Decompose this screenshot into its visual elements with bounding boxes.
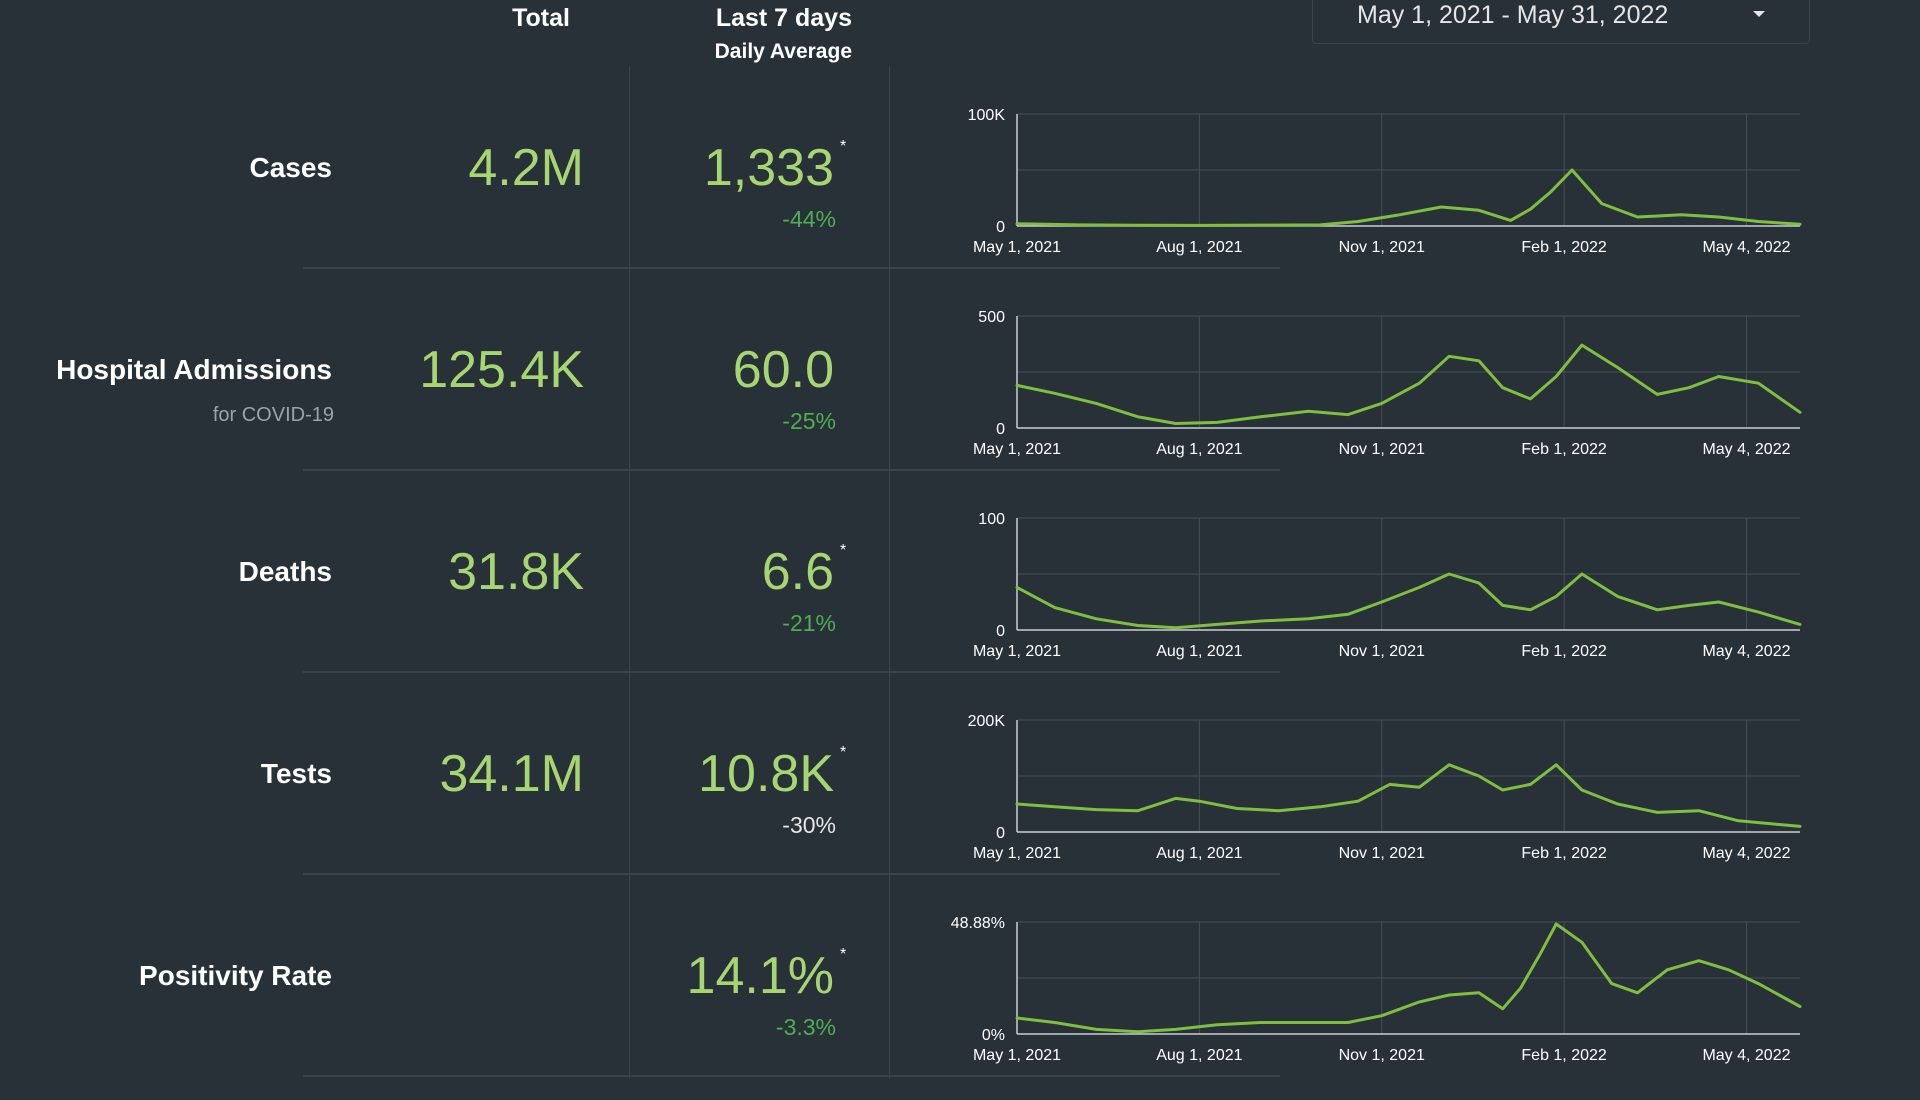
series-line: [1015, 343, 1802, 425]
row-divider: [303, 671, 1280, 673]
series-line: [1015, 572, 1802, 630]
metric-total: 34.1M: [439, 745, 584, 803]
metric-sublabel: for COVID-19: [212, 404, 334, 426]
metric-row-deaths: Deaths 31.8K 6.6 * -21% 100 0 May 1, 2021 A…: [0, 494, 1920, 696]
metric-label: Cases: [249, 152, 332, 183]
x-tick-label: May 4, 2022: [1702, 643, 1790, 660]
x-tick-label: Aug 1, 2021: [1156, 845, 1242, 862]
date-range-value: May 1, 2021 - May 31, 2022: [1357, 1, 1669, 29]
hospital-admissions-line-chart: 500 0 May 1, 2021 Aug 1, 2021 Nov 1, 2021 Feb…: [973, 309, 1802, 458]
column-divider: [889, 66, 890, 1079]
metric-daily-average: 10.8K: [698, 745, 834, 803]
metric-row-tests: Tests 34.1M 10.8K * -30% 200K 0 May 1, 202…: [0, 696, 1920, 898]
metric-daily-average: 60.0: [732, 341, 834, 399]
metric-change: -21%: [782, 610, 836, 636]
metric-row-positivity-rate: Positivity Rate 14.1% * -3.3% 48.88% 0% Ma…: [0, 898, 1920, 1100]
x-tick-label: May 1, 2021: [973, 441, 1061, 458]
x-tick-label: Nov 1, 2021: [1339, 845, 1425, 862]
row-divider: [303, 873, 1280, 875]
chevron-down-icon[interactable]: [1753, 11, 1765, 17]
x-tick-label: Feb 1, 2022: [1521, 643, 1607, 660]
y-tick-label: 0: [996, 623, 1005, 640]
y-tick-label: 100K: [968, 107, 1006, 124]
metric-label: Deaths: [238, 556, 332, 587]
x-tick-label: Nov 1, 2021: [1339, 239, 1425, 256]
series-line: [1015, 922, 1802, 1034]
metric-daily-average: 6.6: [761, 543, 834, 601]
x-tick-label: Feb 1, 2022: [1521, 845, 1607, 862]
y-tick-label: 0: [996, 825, 1005, 842]
date-range-dropdown[interactable]: May 1, 2021 - May 31, 2022: [1312, 0, 1810, 44]
x-tick-label: Nov 1, 2021: [1339, 1047, 1425, 1064]
row-divider: [303, 469, 1280, 471]
y-tick-label: 48.88%: [951, 915, 1005, 932]
column-header-total: Total: [512, 4, 570, 32]
footnote-marker: *: [840, 946, 847, 963]
y-tick-label: 200K: [968, 713, 1006, 730]
footnote-marker: *: [840, 542, 847, 559]
row-divider: [303, 267, 1280, 269]
x-tick-label: Aug 1, 2021: [1156, 643, 1242, 660]
x-tick-label: Feb 1, 2022: [1521, 441, 1607, 458]
x-tick-label: May 4, 2022: [1702, 441, 1790, 458]
metric-label: Hospital Admissions: [56, 354, 332, 385]
y-tick-label: 0: [996, 219, 1005, 236]
metric-change: -25%: [782, 408, 836, 434]
x-tick-label: May 1, 2021: [973, 1047, 1061, 1064]
column-header-last-7-days: Last 7 days: [715, 4, 852, 32]
x-tick-label: Aug 1, 2021: [1156, 1047, 1242, 1064]
x-tick-label: May 1, 2021: [973, 643, 1061, 660]
positivity-rate-line-chart: 48.88% 0% May 1, 2021 Aug 1, 2021 Nov 1, 202…: [951, 915, 1802, 1064]
x-tick-label: Nov 1, 2021: [1339, 441, 1425, 458]
metric-label: Positivity Rate: [139, 960, 332, 991]
y-tick-label: 100: [978, 511, 1005, 528]
metric-total: 4.2M: [468, 139, 584, 197]
x-tick-label: May 4, 2022: [1702, 845, 1790, 862]
metric-label: Tests: [260, 758, 332, 789]
y-tick-label: 0%: [982, 1027, 1005, 1044]
tests-line-chart: 200K 0 May 1, 2021 Aug 1, 2021 Nov 1, 2021 Fe…: [968, 713, 1802, 862]
x-tick-label: Feb 1, 2022: [1521, 239, 1607, 256]
x-tick-label: Aug 1, 2021: [1156, 441, 1242, 458]
x-tick-label: Feb 1, 2022: [1521, 1047, 1607, 1064]
deaths-line-chart: 100 0 May 1, 2021 Aug 1, 2021 Nov 1, 2021 Feb…: [973, 511, 1802, 660]
metric-total: 125.4K: [419, 341, 584, 399]
metric-change: -30%: [782, 812, 836, 838]
x-tick-label: May 1, 2021: [973, 845, 1061, 862]
footnote-marker: *: [840, 744, 847, 761]
cases-line-chart: 100K 0 May 1, 2021 Aug 1, 2021 Nov 1, 2021 Fe…: [968, 107, 1802, 256]
y-tick-label: 0: [996, 421, 1005, 438]
metric-daily-average: 1,333: [703, 139, 834, 197]
metric-change: -3.3%: [775, 1014, 836, 1040]
metric-change: -44%: [782, 206, 836, 232]
row-divider: [303, 1075, 1280, 1077]
metric-total: 31.8K: [448, 543, 584, 601]
y-tick-label: 500: [978, 309, 1005, 326]
x-tick-label: May 1, 2021: [973, 239, 1061, 256]
column-divider: [629, 66, 630, 1079]
x-tick-label: May 4, 2022: [1702, 1047, 1790, 1064]
metric-row-cases: Cases 4.2M 1,333 * -44% 100K 0 May 1, 2021…: [0, 90, 1920, 292]
footnote-marker: *: [840, 138, 847, 155]
x-tick-label: May 4, 2022: [1702, 239, 1790, 256]
column-header-daily-average: Daily Average: [714, 40, 852, 63]
metric-row-hospital-admissions: Hospital Admissions for COVID-19 125.4K …: [0, 292, 1920, 494]
x-tick-label: Nov 1, 2021: [1339, 643, 1425, 660]
series-line: [1015, 168, 1802, 227]
metric-daily-average: 14.1%: [686, 947, 834, 1005]
series-line: [1015, 763, 1802, 828]
x-tick-label: Aug 1, 2021: [1156, 239, 1242, 256]
